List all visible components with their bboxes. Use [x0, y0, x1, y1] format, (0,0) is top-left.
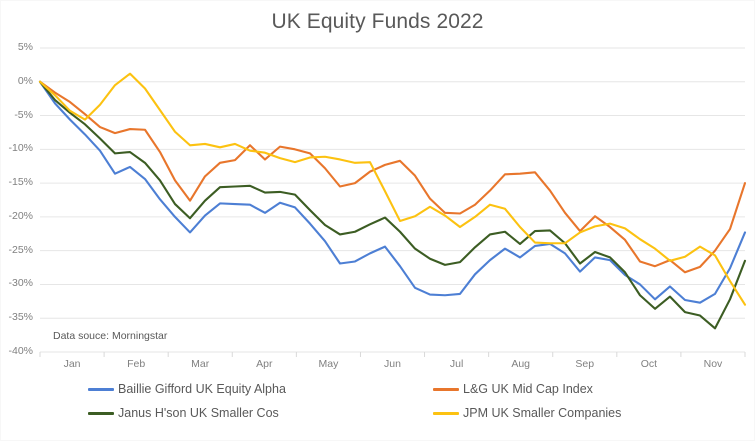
legend-color-swatch [88, 387, 114, 391]
legend-label: JPM UK Smaller Companies [463, 406, 622, 420]
x-axis-tick-label: Aug [511, 358, 531, 370]
y-axis-tick-label: -30% [8, 277, 33, 290]
legend-item[interactable]: JPM UK Smaller Companies [433, 406, 621, 420]
chart-legend: Baillie Gifford UK Equity Alpha L&G UK Mi… [0, 378, 755, 438]
x-axis-tick-label: May [318, 358, 339, 370]
y-axis-tick-label: -35% [8, 311, 33, 324]
data-source-note: Data souce: Morningstar [53, 330, 168, 342]
y-axis-tick-label: 0% [17, 74, 33, 87]
plot-area: 5% 0% -5% -10% -15% -20% -25% -30% -35% -40% Jan F… [8, 41, 747, 370]
x-axis-tick-label: Oct [640, 358, 658, 370]
legend-label: L&G UK Mid Cap Index [463, 382, 593, 396]
y-axis-tick-label: -20% [8, 209, 33, 222]
series-line-1[interactable] [38, 80, 747, 274]
legend-color-swatch [88, 411, 114, 415]
y-axis-tick-label: -40% [8, 345, 33, 357]
x-axis-tick-label: Jul [449, 358, 464, 370]
series-line-3[interactable] [38, 72, 747, 306]
line-chart-svg [38, 47, 747, 357]
series-line-2[interactable] [38, 80, 747, 330]
y-axis-tick-label: -15% [8, 176, 33, 189]
x-axis-tick-label: Apr [256, 358, 273, 370]
x-axis-tick-label: Jan [63, 358, 81, 370]
y-axis-tick-label: -10% [8, 142, 33, 155]
series-line-0[interactable] [38, 80, 747, 304]
x-axis-tick-label: Mar [191, 358, 210, 370]
legend-label: Baillie Gifford UK Equity Alpha [118, 382, 286, 396]
legend-item[interactable]: Baillie Gifford UK Equity Alpha [88, 382, 286, 396]
x-axis-tick-label: Nov [703, 358, 723, 370]
legend-color-swatch [433, 411, 459, 415]
x-axis-tick-label: Sep [575, 358, 595, 370]
y-axis-tick-label: -25% [8, 243, 33, 256]
y-axis-tick-label: -5% [14, 108, 33, 121]
y-axis-tick-label: 5% [17, 41, 33, 53]
legend-item[interactable]: L&G UK Mid Cap Index [433, 382, 593, 396]
legend-label: Janus H'son UK Smaller Cos [118, 406, 279, 420]
x-axis-tick-label: Jun [384, 358, 401, 370]
legend-color-swatch [433, 387, 459, 391]
chart-title: UK Equity Funds 2022 [271, 10, 484, 33]
x-axis-tick-label: Feb [127, 358, 146, 370]
legend-item[interactable]: Janus H'son UK Smaller Cos [88, 406, 279, 420]
